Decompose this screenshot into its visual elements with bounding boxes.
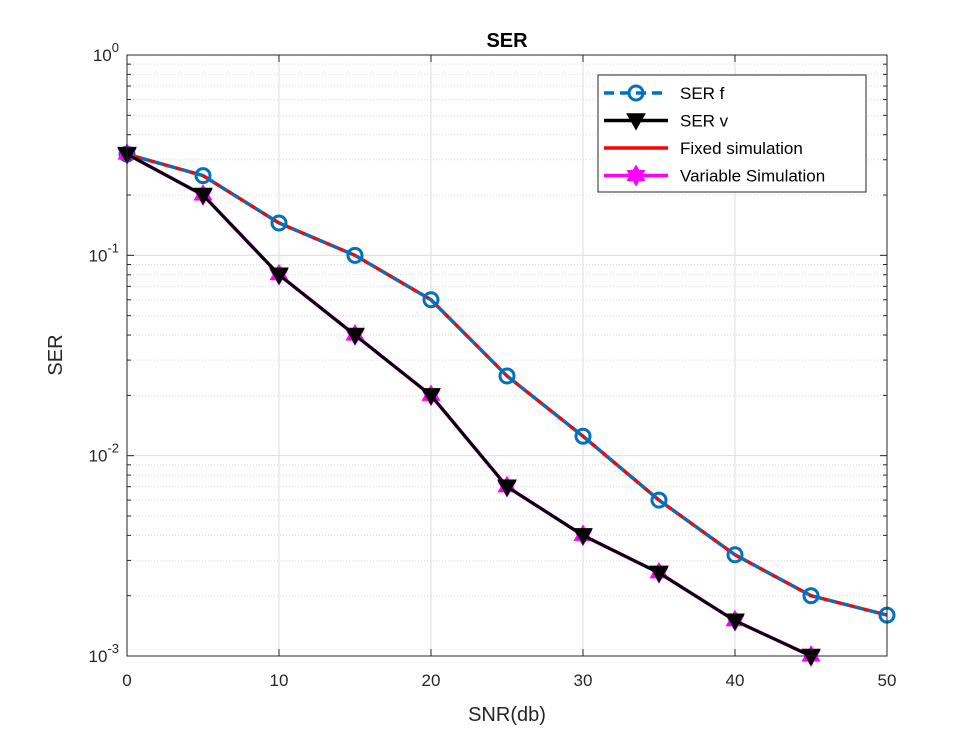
x-tick-label: 20 — [422, 671, 441, 690]
data-point — [574, 427, 592, 445]
legend-label: SER v — [680, 112, 729, 131]
y-tick-exponent: -3 — [107, 641, 119, 656]
y-tick-base: 10 — [93, 46, 112, 65]
data-point — [422, 291, 440, 309]
series-ser-f — [118, 145, 896, 624]
y-tick-base: 10 — [89, 647, 108, 666]
data-point — [346, 246, 364, 264]
x-tick-label: 30 — [574, 671, 593, 690]
chart-title: SER — [486, 30, 528, 52]
legend-label: SER f — [680, 84, 725, 103]
y-tick-label: 100 — [93, 40, 119, 65]
legend: SER f SER v Fixed simulation Variable Simul… — [597, 74, 867, 193]
data-point — [649, 565, 669, 583]
legend-entry: SER v — [604, 112, 729, 131]
x-axis-label: SNR(db) — [468, 704, 546, 726]
series-line — [126, 152, 812, 658]
data-point — [726, 546, 744, 564]
legend-marker — [627, 84, 645, 102]
y-tick-exponent: -1 — [107, 240, 119, 255]
data-point — [193, 187, 213, 206]
data-point — [194, 167, 212, 185]
data-point — [421, 388, 441, 406]
legend-marker — [626, 164, 646, 187]
data-point — [498, 367, 516, 385]
data-point — [650, 491, 668, 509]
y-tick-base: 10 — [89, 447, 108, 466]
x-tick-label: 50 — [878, 671, 897, 690]
y-tick-label: 10-3 — [89, 641, 119, 666]
data-point — [497, 479, 517, 497]
data-point — [725, 613, 745, 631]
y-tick-exponent: 0 — [112, 40, 119, 55]
legend-label: Variable Simulation — [680, 167, 825, 186]
y-tick-exponent: -2 — [107, 441, 119, 456]
legend-entry: Fixed simulation — [604, 139, 803, 158]
legend-label: Fixed simulation — [680, 139, 803, 158]
data-point — [802, 587, 820, 605]
data-point — [270, 214, 288, 232]
legend-entry: Variable Simulation — [604, 164, 825, 187]
y-tick-base: 10 — [89, 246, 108, 265]
data-point — [345, 327, 365, 346]
data-series — [117, 143, 896, 667]
y-tick-label: 10-2 — [89, 441, 119, 466]
data-point — [269, 267, 289, 285]
legend-marker — [626, 113, 646, 131]
legend-entry: SER f — [604, 84, 725, 103]
series-fixed-simulation — [126, 152, 888, 617]
y-tick-label: 10-1 — [89, 240, 119, 265]
y-axis-label: SER — [45, 334, 67, 375]
axis-ticks — [126, 54, 888, 657]
series-line — [126, 152, 888, 617]
plot-frame — [126, 54, 888, 657]
data-point — [573, 528, 593, 546]
legend-entries: SER f SER v Fixed simulation Variable Simul… — [604, 84, 825, 187]
x-tick-label: 0 — [122, 671, 131, 690]
x-tick-label: 10 — [270, 671, 289, 690]
data-point — [801, 648, 821, 667]
x-tick-label: 40 — [726, 671, 745, 690]
